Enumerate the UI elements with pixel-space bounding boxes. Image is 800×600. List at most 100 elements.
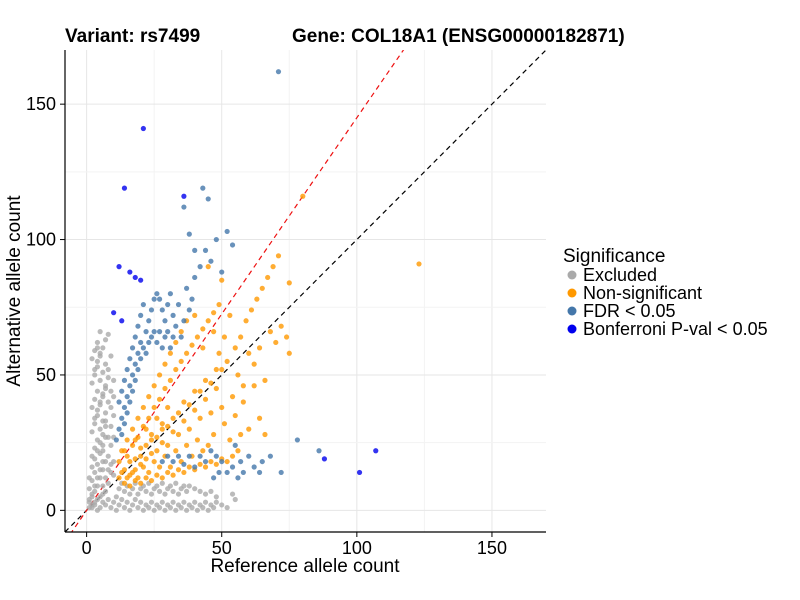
point-series-2 bbox=[156, 329, 163, 335]
point-series-2 bbox=[238, 458, 244, 465]
point-series-2 bbox=[121, 421, 128, 427]
y-axis-label: Alternative allele count bbox=[4, 195, 25, 387]
point-series-0 bbox=[148, 499, 155, 505]
point-series-1 bbox=[200, 448, 206, 454]
y-tick-label: 150 bbox=[26, 94, 56, 114]
point-series-0 bbox=[97, 329, 103, 335]
point-series-1 bbox=[192, 407, 198, 413]
point-series-0 bbox=[205, 507, 211, 513]
legend: Significance ExcludedNon-significantFDR … bbox=[563, 246, 768, 339]
point-series-2 bbox=[186, 231, 192, 237]
point-series-2 bbox=[178, 334, 184, 340]
point-series-1 bbox=[221, 421, 228, 427]
point-series-0 bbox=[178, 505, 184, 511]
point-series-1 bbox=[154, 415, 160, 421]
point-series-1 bbox=[167, 377, 173, 383]
point-series-1 bbox=[167, 464, 173, 470]
point-series-1 bbox=[148, 450, 155, 457]
point-series-1 bbox=[129, 426, 136, 432]
point-series-2 bbox=[129, 345, 136, 351]
point-series-0 bbox=[89, 404, 95, 411]
point-series-1 bbox=[159, 440, 165, 446]
point-series-0 bbox=[146, 505, 152, 511]
point-series-2 bbox=[135, 323, 141, 329]
point-series-0 bbox=[100, 391, 106, 397]
point-series-1 bbox=[165, 404, 171, 411]
point-series-2 bbox=[192, 247, 198, 253]
point-series-0 bbox=[116, 486, 122, 492]
point-series-1 bbox=[181, 399, 187, 405]
point-series-2 bbox=[148, 334, 155, 340]
point-series-1 bbox=[254, 296, 260, 302]
point-series-0 bbox=[105, 366, 111, 373]
point-series-1 bbox=[416, 261, 422, 267]
x-tick-label: 50 bbox=[212, 538, 232, 558]
point-series-1 bbox=[154, 472, 160, 478]
point-series-2 bbox=[124, 410, 130, 416]
point-series-1 bbox=[256, 345, 263, 351]
point-series-0 bbox=[167, 483, 173, 489]
point-series-2 bbox=[113, 437, 119, 443]
point-series-0 bbox=[129, 502, 136, 508]
point-series-0 bbox=[224, 505, 230, 511]
point-series-0 bbox=[170, 499, 176, 505]
point-series-1 bbox=[124, 437, 130, 443]
reference-line-identity bbox=[65, 50, 546, 532]
point-series-1 bbox=[159, 421, 165, 427]
point-series-2 bbox=[140, 301, 146, 308]
point-series-2 bbox=[138, 356, 144, 362]
point-series-0 bbox=[108, 388, 114, 394]
point-series-1 bbox=[143, 426, 149, 432]
point-series-1 bbox=[224, 458, 230, 465]
point-series-3 bbox=[121, 185, 128, 191]
data-points bbox=[86, 69, 422, 513]
point-series-1 bbox=[148, 477, 155, 484]
legend-label: Non-significant bbox=[583, 283, 702, 303]
point-series-1 bbox=[270, 264, 276, 270]
point-series-0 bbox=[111, 472, 117, 478]
point-series-2 bbox=[224, 469, 230, 476]
legend-label: Excluded bbox=[583, 265, 657, 285]
point-series-2 bbox=[256, 469, 263, 476]
point-series-2 bbox=[135, 350, 141, 356]
point-series-2 bbox=[159, 458, 165, 465]
point-series-0 bbox=[167, 505, 173, 511]
point-series-1 bbox=[170, 472, 176, 478]
point-series-0 bbox=[113, 507, 119, 513]
point-series-2 bbox=[278, 469, 284, 476]
point-series-1 bbox=[213, 461, 219, 467]
point-series-0 bbox=[211, 505, 217, 511]
point-series-2 bbox=[165, 453, 171, 459]
point-series-0 bbox=[202, 499, 209, 505]
point-series-1 bbox=[129, 442, 136, 448]
point-series-0 bbox=[105, 399, 111, 405]
reference-line-fitted bbox=[70, 50, 405, 532]
chart-title-variant: Variant: rs7499 bbox=[65, 26, 200, 47]
point-series-1 bbox=[132, 456, 138, 462]
point-series-1 bbox=[154, 434, 160, 440]
legend-swatch bbox=[567, 306, 577, 316]
point-series-1 bbox=[175, 467, 182, 473]
point-series-0 bbox=[189, 505, 195, 511]
point-series-0 bbox=[92, 372, 98, 378]
point-series-0 bbox=[97, 350, 103, 356]
x-tick-label: 150 bbox=[477, 538, 507, 558]
legend-title: Significance bbox=[563, 246, 665, 267]
point-series-1 bbox=[202, 464, 209, 470]
gridlines bbox=[65, 50, 546, 532]
point-series-1 bbox=[265, 274, 271, 281]
point-series-2 bbox=[246, 453, 252, 459]
point-series-1 bbox=[184, 350, 190, 356]
point-series-1 bbox=[235, 448, 241, 454]
point-series-0 bbox=[181, 483, 187, 489]
point-series-1 bbox=[143, 456, 149, 462]
point-series-0 bbox=[229, 491, 236, 497]
point-series-0 bbox=[132, 496, 138, 503]
point-series-2 bbox=[211, 475, 217, 481]
point-series-2 bbox=[170, 334, 176, 340]
point-series-1 bbox=[262, 377, 268, 383]
point-series-2 bbox=[138, 312, 144, 318]
point-series-1 bbox=[181, 418, 187, 424]
point-series-1 bbox=[159, 426, 165, 432]
point-series-1 bbox=[170, 429, 176, 435]
